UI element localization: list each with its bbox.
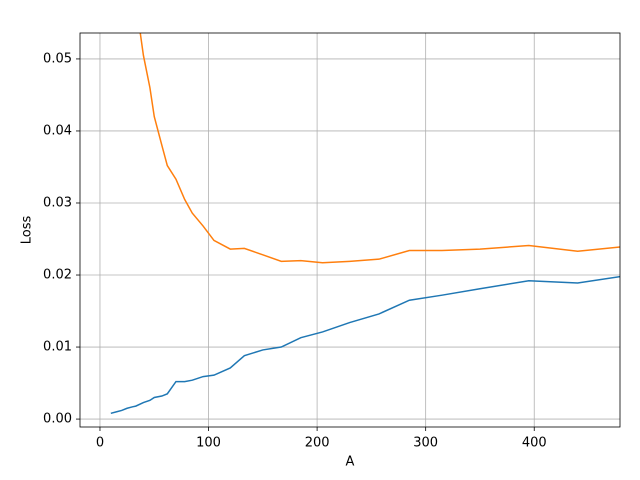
data-line	[139, 33, 620, 264]
y-tick-label: 0.04	[43, 123, 72, 138]
y-tick-label: 0.00	[43, 412, 72, 427]
x-tick-label: 200	[305, 436, 330, 451]
plot-area	[110, 33, 620, 415]
x-axis-label: A	[346, 455, 355, 470]
x-tick-label: 400	[522, 436, 547, 451]
y-axis-label: Loss	[20, 216, 35, 245]
plot-frame	[79, 32, 621, 428]
y-tick-label: 0.01	[43, 340, 72, 355]
y-tick-label: 0.03	[43, 195, 72, 210]
y-tick-label: 0.02	[43, 268, 72, 283]
x-tick-label: 0	[96, 436, 104, 451]
x-tick-label: 300	[413, 436, 438, 451]
y-tick-label: 0.05	[43, 51, 72, 66]
data-line	[110, 275, 620, 415]
x-tick-label: 100	[196, 436, 221, 451]
